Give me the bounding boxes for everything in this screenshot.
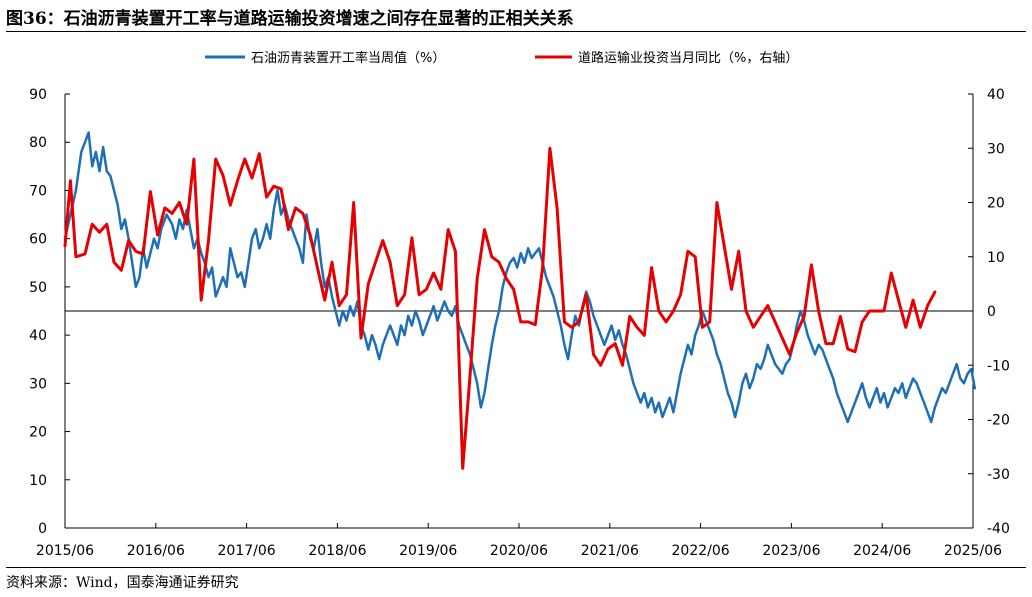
right-y-tick-label: 0 [987, 304, 996, 320]
right-y-tick-label: 10 [987, 250, 1005, 266]
x-tick-label: 2018/06 [308, 543, 366, 559]
x-tick-label: 2019/06 [399, 543, 457, 559]
x-tick-label: 2020/06 [490, 543, 548, 559]
right-y-tick-label: -20 [987, 413, 1010, 429]
legend-label-asphalt: 石油沥青装置开工率当周值（%） [251, 50, 445, 66]
x-tick-label: 2025/06 [944, 543, 1002, 559]
right-y-tick-label: -40 [987, 521, 1010, 537]
left-y-tick-label: 90 [29, 87, 47, 103]
legend-label-road-investment: 道路运输业投资当月同比（%，右轴） [578, 50, 798, 66]
left-y-tick-label: 20 [29, 425, 47, 441]
figure-title: 图36：石油沥青装置开工率与道路运输投资增速之间存在显著的正相关关系 [6, 9, 574, 29]
x-tick-label: 2024/06 [853, 543, 911, 559]
right-y-tick-label: 20 [987, 196, 1005, 212]
x-tick-label: 2022/06 [672, 543, 730, 559]
right-y-tick-label: -10 [987, 358, 1010, 374]
series-line-asphalt-operating-rate [63, 131, 977, 424]
left-y-tick-label: 50 [29, 280, 47, 296]
right-y-tick-label: -30 [987, 467, 1010, 483]
x-tick-label: 2021/06 [581, 543, 639, 559]
x-tick-label: 2017/06 [218, 543, 276, 559]
left-y-tick-label: 40 [29, 328, 47, 344]
plot-area [63, 131, 977, 470]
x-tick-label: 2015/06 [36, 543, 94, 559]
source-note: 资料来源：Wind，国泰海通证券研究 [6, 575, 239, 591]
left-y-tick-label: 30 [29, 376, 47, 392]
right-y-tick-label: 40 [987, 87, 1005, 103]
axes: 0 10 20 30 40 50 60 70 80 90 -40 -30 -20 -10 0 10 20 30 40… [29, 87, 1010, 559]
left-y-tick-label: 70 [29, 183, 47, 199]
x-tick-label: 2016/06 [127, 543, 185, 559]
legend: 石油沥青装置开工率当周值（%） 道路运输业投资当月同比（%，右轴） [205, 50, 798, 66]
x-tick-label: 2023/06 [762, 543, 820, 559]
title-rule [6, 31, 1026, 32]
left-y-tick-label: 0 [38, 521, 47, 537]
left-y-tick-label: 80 [29, 135, 47, 151]
right-y-tick-label: 30 [987, 141, 1005, 157]
series-line-road-investment-yoy [63, 146, 937, 470]
source-rule [6, 567, 1026, 568]
left-y-tick-label: 10 [29, 473, 47, 489]
left-y-tick-label: 60 [29, 232, 47, 248]
